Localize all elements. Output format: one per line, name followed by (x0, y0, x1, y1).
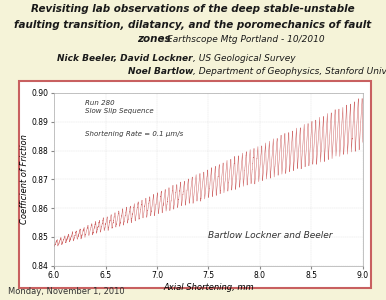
Text: zones: zones (137, 34, 171, 44)
Text: , US Geological Survey: , US Geological Survey (193, 54, 296, 63)
Text: Monday, November 1, 2010: Monday, November 1, 2010 (8, 286, 124, 296)
Y-axis label: Coefficient of Friction: Coefficient of Friction (20, 134, 29, 224)
Text: Revisiting lab observations of the deep stable-unstable: Revisiting lab observations of the deep … (31, 4, 355, 14)
Text: Nick Beeler, David Lockner: Nick Beeler, David Lockner (58, 54, 193, 63)
Text: Shortening Rate = 0.1 μm/s: Shortening Rate = 0.1 μm/s (85, 131, 183, 137)
Text: Noel Bartlow: Noel Bartlow (128, 67, 193, 76)
Text: , Department of Geophysics, Stanford University: , Department of Geophysics, Stanford Uni… (193, 67, 386, 76)
Text: Run 280
Slow Slip Sequence: Run 280 Slow Slip Sequence (85, 100, 154, 114)
Text: - Earthscope Mtg Portland - 10/2010: - Earthscope Mtg Portland - 10/2010 (158, 34, 325, 43)
X-axis label: Axial Shortening, mm: Axial Shortening, mm (163, 283, 254, 292)
Text: Bartlow Lockner and Beeler: Bartlow Lockner and Beeler (208, 231, 333, 240)
Text: faulting transition, dilatancy, and the poromechanics of fault: faulting transition, dilatancy, and the … (14, 20, 372, 29)
